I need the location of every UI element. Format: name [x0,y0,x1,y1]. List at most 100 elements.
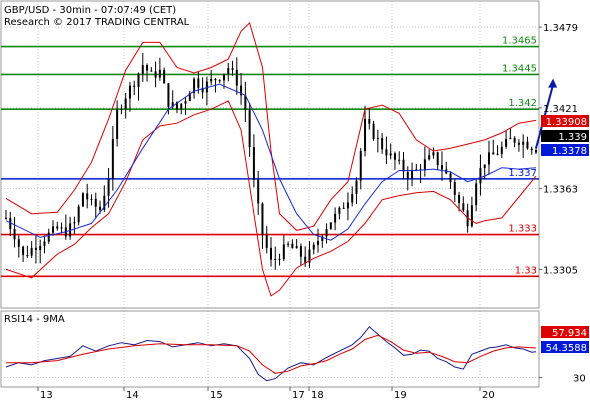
badge-ma-box [541,144,589,156]
candle-body [509,137,512,140]
candle-body [39,245,42,251]
candle-body [453,182,456,195]
candle-body [274,258,277,260]
rsi-panel-frame [0,310,540,388]
candle-body [376,138,379,140]
candle-body [270,247,272,260]
candle-body [154,71,157,78]
candle-body [317,241,320,245]
value-badges: 1.33908 1.339 1.3378 57.934 54.3588 [541,115,589,354]
candle-body [398,159,401,161]
candle-body [462,203,465,211]
indicators [5,21,537,297]
rsi-series-rsi [5,326,537,382]
candle-body [146,65,149,71]
candle-body [60,227,63,229]
time-tick-label: 14 [126,390,139,400]
candle-body [175,102,178,110]
candle-body [252,147,255,180]
badge-bb_upper-box [541,115,589,127]
candle-body [530,148,533,151]
candle-body [312,244,315,250]
candle-body [214,78,217,81]
candle-body [94,198,97,207]
candle-body [47,232,50,242]
candle-body [526,141,529,149]
candle-body [500,146,503,154]
candle-body [43,241,46,246]
candle-body [222,73,225,81]
candle-body [359,151,362,181]
candle-body [77,206,80,223]
candle-body [193,78,196,94]
candle-body [167,83,170,107]
candles [5,53,537,270]
candle-body [22,246,25,256]
candle-body [449,173,452,183]
time-tick-label: 17 [292,390,305,400]
price-tick-label: 1.3305 [543,265,578,276]
candle-body [180,103,183,110]
candle-body [295,246,298,249]
candle-body [9,217,12,230]
chart-symbol-title: GBP/USD - 30min - 07:07:49 (CET) [4,5,176,16]
level-lines: 1.3465 1.3445 1.342 1.337 1.333 1.33 [1,36,539,278]
candle-body [321,236,324,242]
candle-body [479,167,482,184]
level-label-resistance: 1.3465 [502,36,537,47]
moving-average-line [5,83,537,241]
candle-body [334,213,337,223]
candle-body [522,141,525,145]
candle-body [120,108,123,110]
candle-body [487,152,490,165]
badge-rsi-label: 54.3588 [546,343,587,354]
price-panel-grid [1,1,539,308]
candle-body [325,229,328,237]
candle-body [133,85,136,87]
candle-body [265,235,268,248]
time-tick-label: 19 [394,390,407,400]
candle-body [52,226,55,233]
candle-body [346,202,349,209]
bollinger-upper-line [5,21,537,231]
candle-body [483,164,486,168]
price-tick-label: 1.3479 [543,23,578,34]
bollinger-lower-line [5,100,537,297]
candle-body [287,243,290,245]
candle-body [137,73,140,87]
candle-body [436,152,439,166]
candle-body [291,243,294,249]
candle-body [248,109,251,148]
candle-body [475,183,478,206]
badge-rsi_ma-box [541,326,589,338]
rsi-lines [5,326,537,382]
candle-body [107,178,110,196]
time-tick-label: 13 [40,390,53,400]
candle-body [505,139,508,147]
candle-body [197,78,200,88]
candle-body [188,93,191,102]
candle-body [240,85,243,96]
candle-body [171,102,174,107]
candle-body [90,198,93,200]
price-y-axis: 1.3479 1.3421 1.3363 1.3305 [539,23,578,276]
candle-body [402,159,405,172]
candle-body [205,81,208,93]
candle-body [351,193,354,203]
candle-body [535,150,537,153]
candle-body [458,194,461,204]
candle-body [282,244,285,260]
candle-body [257,179,260,204]
candle-body [73,222,76,224]
badge-last_price-box [541,130,589,142]
candle-body [496,153,499,155]
candle-body [393,153,396,160]
candle-body [103,195,106,211]
rsi-panel-title: RSI14 - 9MA [4,314,65,325]
candle-body [99,206,102,211]
candle-body [201,87,204,93]
candle-body [470,205,473,227]
rsi-series-rsi_ma [6,334,537,374]
